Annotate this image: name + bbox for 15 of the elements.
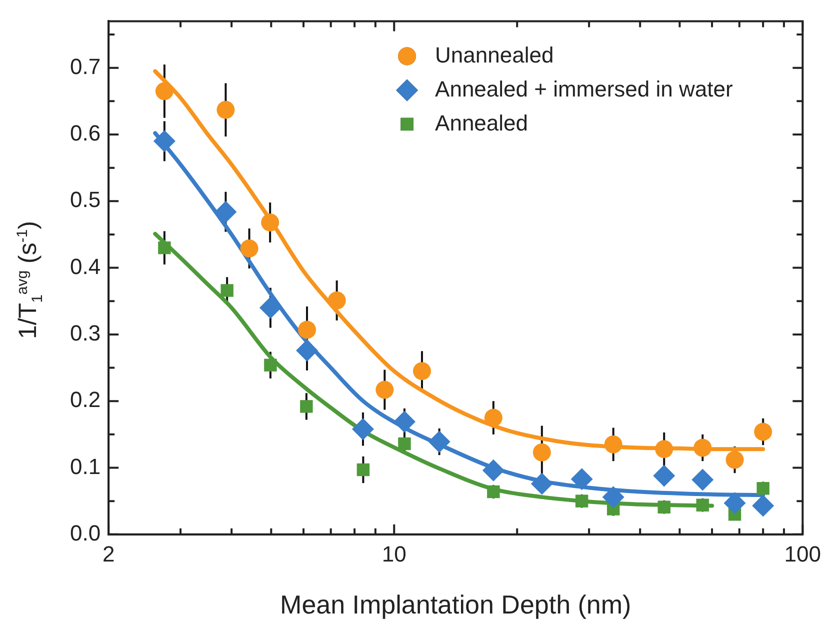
x-axis-title: Mean Implantation Depth (nm) — [280, 590, 632, 620]
legend-label: Annealed — [435, 110, 528, 136]
y-tick-label: 0.4 — [70, 254, 101, 279]
y-tick-label: 0.2 — [70, 387, 101, 412]
x-tick-label: 10 — [382, 542, 406, 567]
y-tick-label: 0.7 — [70, 54, 101, 79]
y-tick-label: 0.5 — [70, 187, 101, 212]
x-tick-label: 2 — [102, 542, 115, 567]
y-tick-label: 0.3 — [70, 320, 101, 346]
x-tick-label: 100 — [784, 542, 822, 567]
legend-label: Annealed + immersed in water — [435, 76, 733, 102]
y-tick-label: 0.6 — [70, 120, 101, 146]
y-tick-label: 0.0 — [70, 520, 101, 546]
legend-label: Unannealed — [435, 42, 554, 68]
y-tick-label: 0.1 — [70, 454, 101, 479]
